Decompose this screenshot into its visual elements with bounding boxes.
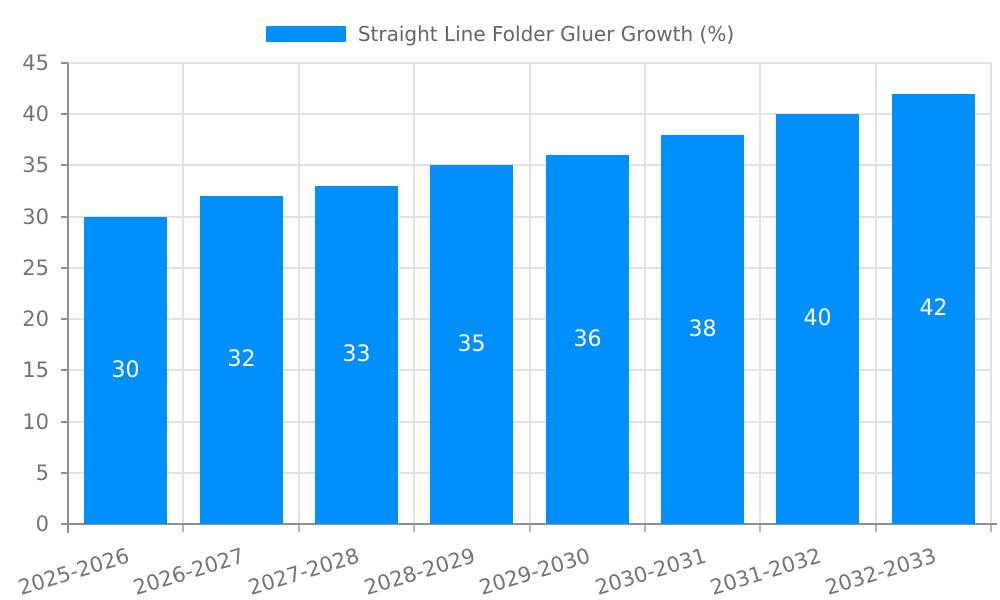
v-gridline (298, 63, 300, 524)
y-axis-tick-label: 40 (22, 102, 49, 126)
bar-2028-2029[interactable]: 35 (430, 165, 513, 524)
x-axis-tick-label: 2026-2027 (130, 543, 247, 600)
bar-2025-2026[interactable]: 30 (84, 217, 167, 524)
y-axis-tick-label: 30 (22, 205, 49, 229)
y-axis-tick-label: 20 (22, 307, 49, 331)
y-axis-tick-label: 15 (22, 358, 49, 382)
bar-value-label: 38 (688, 316, 717, 342)
bar-2032-2033[interactable]: 42 (892, 94, 975, 524)
bar-value-label: 32 (227, 347, 256, 372)
legend-swatch-icon (265, 26, 346, 42)
bar-value-label: 40 (803, 306, 832, 331)
bar-value-label: 35 (457, 331, 486, 357)
y-axis-tick (61, 113, 68, 115)
x-axis-tick-label: 2032-2033 (822, 543, 939, 600)
bar-value-label: 30 (111, 357, 140, 383)
x-axis-tick (529, 524, 531, 532)
x-axis-tick-label: 2025-2026 (15, 543, 132, 600)
y-axis-tick-label: 0 (35, 512, 49, 536)
y-axis-tick (61, 369, 68, 371)
x-axis-tick (759, 524, 761, 532)
y-axis-tick (61, 216, 68, 218)
x-axis-tick-label: 2029-2030 (476, 543, 593, 600)
y-axis-tick (61, 421, 68, 423)
x-axis-tick-label: 2030-2031 (592, 543, 709, 600)
v-gridline (759, 63, 761, 524)
y-axis-tick (61, 523, 68, 525)
y-axis-tick-label: 25 (22, 256, 49, 280)
v-gridline (875, 63, 877, 524)
x-axis-tick (182, 524, 184, 532)
x-axis-tick-label: 2028-2029 (361, 543, 478, 600)
x-axis-tick (875, 524, 877, 532)
y-axis-tick (61, 267, 68, 269)
v-gridline (413, 63, 415, 524)
y-axis-tick (61, 62, 68, 64)
x-axis-tick (990, 524, 992, 532)
x-axis-tick-label: 2027-2028 (245, 543, 362, 600)
legend: Straight Line Folder Gluer Growth (%) (0, 18, 1000, 50)
bar-2031-2032[interactable]: 40 (776, 114, 859, 524)
v-gridline (990, 63, 992, 524)
y-axis-tick (61, 318, 68, 320)
x-axis-line (67, 523, 997, 525)
x-axis-tick (298, 524, 300, 532)
y-axis-tick-label: 10 (22, 410, 49, 434)
y-axis-line (67, 63, 69, 533)
bar-value-label: 42 (919, 296, 948, 321)
v-gridline (644, 63, 646, 524)
y-axis-tick-label: 35 (22, 153, 49, 177)
x-axis-tick (644, 524, 646, 532)
bar-value-label: 33 (342, 342, 371, 367)
y-axis-tick (61, 164, 68, 166)
bar-2027-2028[interactable]: 33 (315, 186, 398, 524)
y-axis-tick (61, 472, 68, 474)
y-axis-tick-label: 5 (35, 461, 49, 485)
v-gridline (182, 63, 184, 524)
bar-2030-2031[interactable]: 38 (661, 135, 744, 524)
bar-2029-2030[interactable]: 36 (546, 155, 629, 524)
x-axis-tick-label: 2031-2032 (707, 543, 824, 600)
bar-value-label: 36 (573, 326, 602, 352)
legend-item[interactable]: Straight Line Folder Gluer Growth (%) (265, 18, 735, 50)
legend-label: Straight Line Folder Gluer Growth (%) (357, 22, 735, 46)
bar-2026-2027[interactable]: 32 (200, 196, 283, 524)
x-axis-tick (413, 524, 415, 532)
y-axis-tick-label: 45 (22, 51, 49, 75)
v-gridline (529, 63, 531, 524)
